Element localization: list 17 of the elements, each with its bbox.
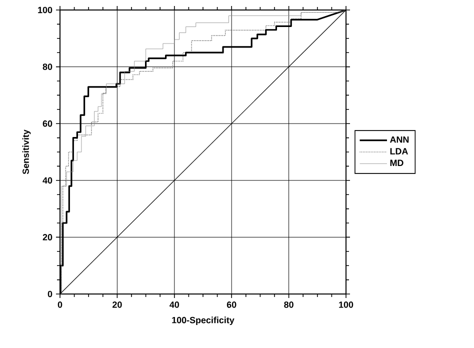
x-axis-title: 100-Specificity [172, 316, 234, 326]
x-tick-label: 40 [170, 302, 180, 308]
x-tick-label: 100 [339, 302, 354, 308]
legend-label: MD [390, 160, 404, 166]
x-tick-label: 0 [58, 302, 62, 308]
x-tick-label: 20 [112, 302, 122, 308]
y-axis-title: Sensitivity [22, 130, 31, 174]
y-tick-label: 0 [48, 290, 52, 298]
legend-label: ANN [390, 136, 409, 143]
legend-label: LDA [390, 148, 408, 154]
y-tick-label: 100 [38, 6, 52, 14]
y-tick-label: 60 [42, 120, 52, 127]
x-tick-label: 80 [284, 302, 294, 308]
y-tick-label: 20 [42, 234, 52, 240]
y-tick-label: 40 [42, 177, 52, 184]
y-tick-label: 80 [42, 64, 52, 70]
x-tick-label: 60 [226, 302, 236, 308]
